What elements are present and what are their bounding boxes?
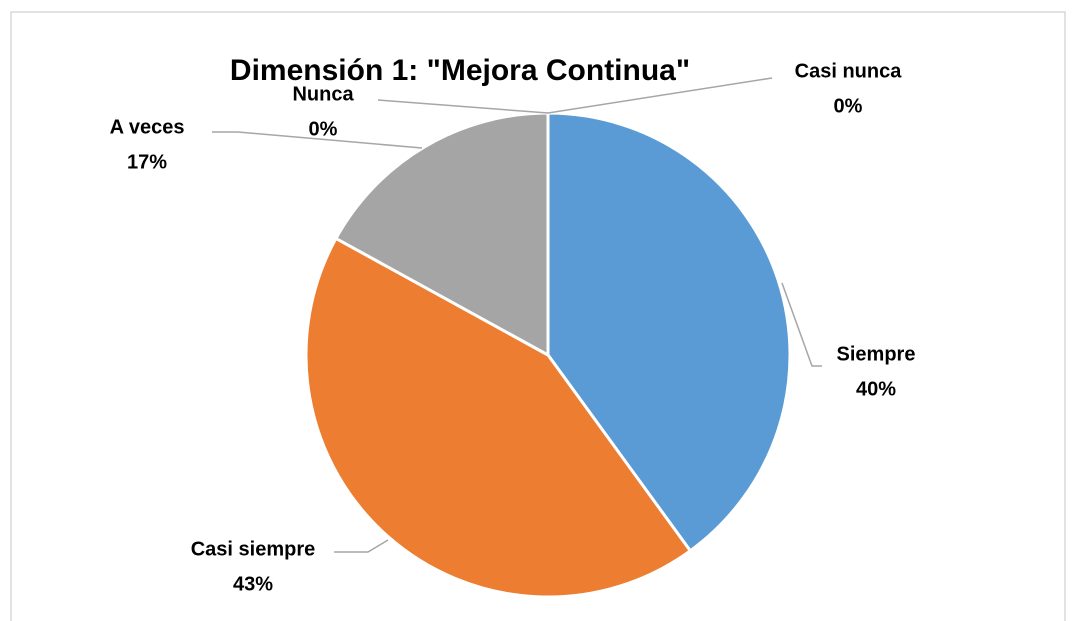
pie-slice (333, 111, 550, 358)
data-label-value: 0% (834, 95, 863, 117)
pie-slice (304, 236, 693, 599)
leader-line (334, 539, 389, 553)
chart-title: Dimensión 1: "Mejora Continua" (230, 54, 690, 87)
data-label-value: 17% (127, 151, 167, 173)
data-label-value: 0% (309, 118, 338, 140)
data-label-value: 40% (856, 378, 896, 400)
data-label-name: Siempre (837, 343, 916, 365)
data-label-name: A veces (110, 116, 185, 138)
data-label-name: Casi siempre (191, 538, 316, 560)
leader-line (781, 282, 822, 367)
data-label-name: Casi nunca (795, 60, 903, 82)
data-label-value: 43% (233, 573, 273, 595)
data-label-name: Nunca (292, 83, 354, 105)
pie-slice (546, 111, 792, 553)
leader-line (377, 99, 549, 114)
leader-line (212, 131, 423, 149)
leader-line (547, 77, 773, 114)
